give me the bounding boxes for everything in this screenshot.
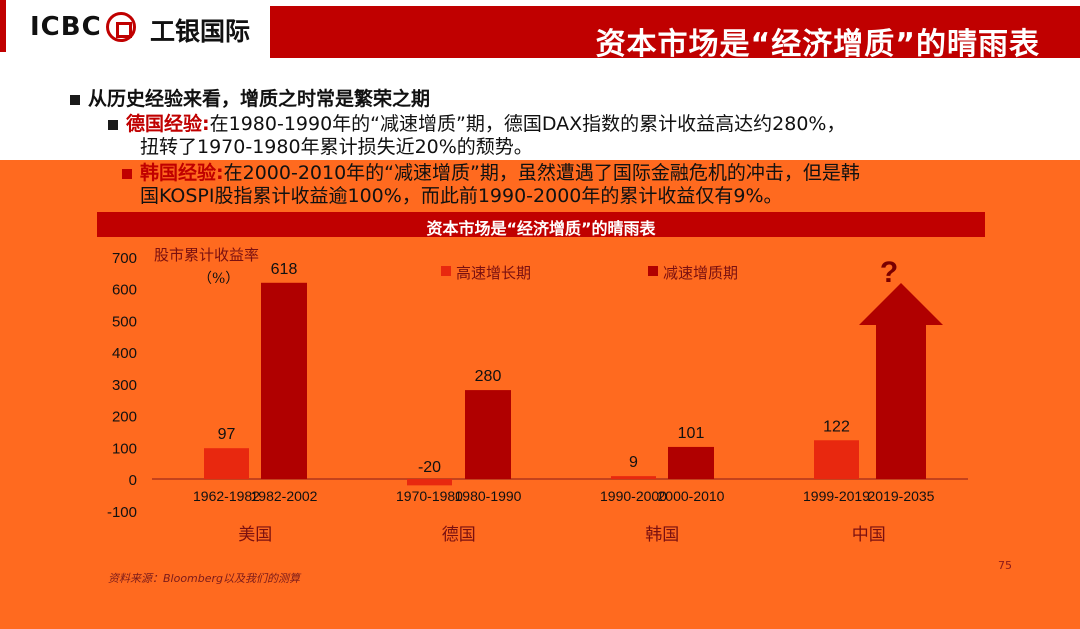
y-tick-label: 300	[112, 377, 137, 394]
source-note: 资料来源：Bloomberg以及我们的测算	[108, 572, 301, 585]
country-label: 美国	[238, 525, 272, 545]
bullet-main-text: 从历史经验来看，增质之时常是繁荣之期	[88, 88, 431, 110]
bar	[814, 440, 859, 479]
data-label: 618	[271, 261, 298, 278]
bar	[465, 390, 511, 479]
korea-text-2: 国KOSPI股指累计收益逾100%，而此前1990-2000年的累计收益仅有9%…	[140, 185, 783, 207]
korea-text-1: 在2000-2010年的“减速增质”期，虽然遭遇了国际金融危机的冲击，但是韩	[223, 162, 860, 184]
germany-label: 德国经验:	[126, 113, 210, 135]
bar	[407, 479, 452, 486]
projection-arrow	[859, 283, 943, 479]
legend-label: 高速增长期	[456, 264, 531, 282]
x-tick-label: 1999-2019	[803, 488, 870, 504]
x-tick-label: 1990-2000	[600, 488, 667, 504]
bar	[611, 476, 656, 479]
y-tick-label: 600	[112, 282, 137, 299]
logo: ICBC 工银国际	[0, 0, 270, 58]
germany-text-2: 扭转了1970-1980年累计损失近20%的颓势。	[140, 136, 533, 158]
logo-text: ICBC	[30, 12, 102, 42]
square-bullet-icon	[70, 94, 80, 105]
bullet-main: 从历史经验来看，增质之时常是繁荣之期	[70, 84, 430, 111]
country-label: 韩国	[645, 525, 679, 545]
y-axis-title: 股市累计收益率	[154, 246, 259, 264]
bullet-germany: 德国经验:在1980-1990年的“减速增质”期，德国DAX指数的累计收益高达约…	[108, 113, 846, 159]
data-label: 122	[823, 418, 850, 435]
country-label: 中国	[852, 525, 886, 545]
legend-label: 减速增质期	[663, 264, 738, 282]
y-tick-label: -100	[107, 504, 137, 521]
bar	[668, 446, 714, 479]
germany-text-1: 在1980-1990年的“减速增质”期，德国DAX指数的累计收益高达约280%，	[209, 113, 846, 135]
bar	[204, 448, 249, 479]
korea-label: 韩国经验:	[140, 162, 224, 184]
chart-title-banner: 资本市场是“经济增质”的晴雨表	[97, 212, 985, 238]
logo-accent-bar	[0, 0, 6, 52]
x-tick-label: 1970-1980	[396, 488, 463, 504]
data-label: 280	[475, 368, 502, 385]
x-tick-label: 2000-2010	[658, 488, 725, 504]
chart-title: 资本市场是“经济增质”的晴雨表	[426, 219, 656, 238]
square-bullet-icon	[108, 119, 118, 130]
y-tick-label: 100	[112, 440, 137, 457]
data-label: 97	[218, 426, 236, 443]
y-tick-label: 200	[112, 409, 137, 426]
icbc-seal-icon	[106, 12, 136, 42]
y-tick-label: 400	[112, 345, 137, 362]
logo-cn-text: 工银国际	[150, 17, 251, 46]
data-label: -20	[418, 459, 441, 476]
y-tick-label: 700	[112, 250, 137, 267]
bar	[261, 282, 307, 479]
page-title: 资本市场是“经济增质”的晴雨表	[595, 27, 1040, 62]
x-tick-label: 1962-1982	[193, 488, 260, 504]
y-tick-label: 500	[112, 313, 137, 330]
page-number: 75	[998, 559, 1012, 572]
y-tick-label: 0	[129, 472, 137, 489]
x-tick-label: 1982-2002	[251, 488, 318, 504]
country-label: 德国	[442, 525, 476, 545]
bullet-korea: 韩国经验:在2000-2010年的“减速增质”期，虽然遭遇了国际金融危机的冲击，…	[122, 162, 860, 208]
data-label: 101	[678, 425, 705, 442]
square-bullet-icon	[122, 168, 132, 179]
x-tick-label: 2019-2035	[868, 488, 935, 504]
legend-swatch	[441, 266, 451, 276]
legend-swatch	[648, 266, 658, 276]
y-axis-unit: （%）	[198, 271, 239, 287]
title-band: 资本市场是“经济增质”的晴雨表	[270, 6, 1080, 62]
x-tick-label: 1980-1990	[455, 488, 522, 504]
data-label: 9	[629, 454, 638, 471]
data-label: ?	[880, 256, 898, 289]
